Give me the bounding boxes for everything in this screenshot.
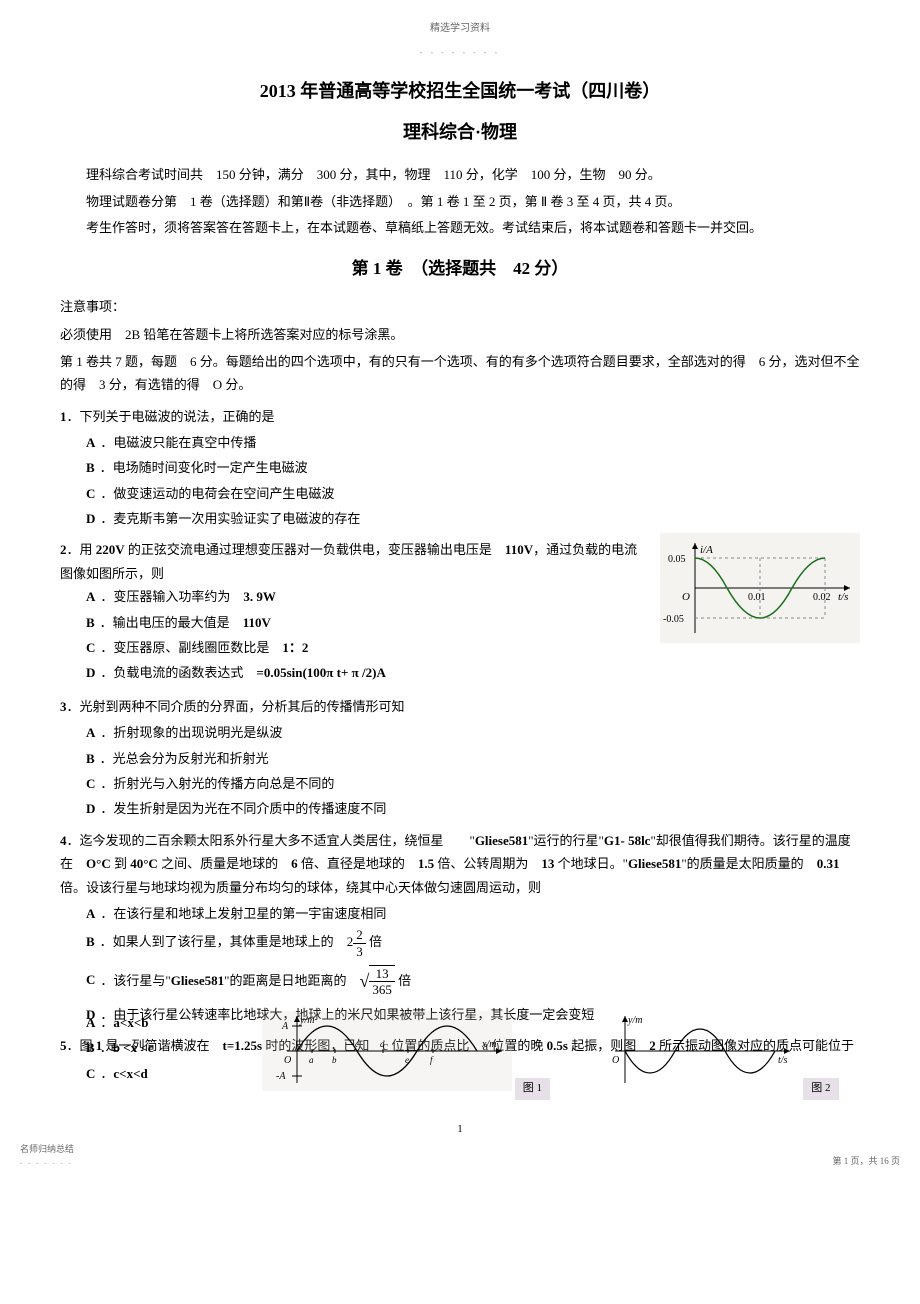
exam-subtitle: 理科综合·物理 bbox=[60, 116, 860, 148]
svg-text:y/m: y/m bbox=[299, 1015, 314, 1026]
svg-text:e: e bbox=[405, 1055, 409, 1065]
sqrt-content: 13365 bbox=[369, 965, 395, 998]
chart-ytick-neg: -0.05 bbox=[663, 614, 684, 625]
wave-figure-2: y/m O t/s bbox=[600, 1011, 800, 1091]
q5-option-c: C．c<x<d bbox=[86, 1062, 220, 1085]
svg-text:d: d bbox=[380, 1039, 385, 1049]
question-1: 1．下列关于电磁波的说法，正确的是 bbox=[60, 405, 860, 428]
q1-option-a: A．电磁波只能在真空中传播 bbox=[86, 431, 860, 454]
q1-option-c: C．做变速运动的电荷会在空间产生电磁波 bbox=[86, 482, 860, 505]
chart-ytick-pos: 0.05 bbox=[668, 554, 686, 565]
footer-right: 第 1 页，共 16 页 bbox=[832, 1153, 900, 1169]
intro-line-1: 理科综合考试时间共 150 分钟，满分 300 分，其中，物理 110 分，化学… bbox=[60, 163, 860, 186]
chart-xtick-2: 0.02 bbox=[813, 592, 831, 603]
q3-option-d: D．发生折射是因为光在不同介质中的传播速度不同 bbox=[86, 797, 860, 820]
footer-left: 名师归纳总结 - - - - - - - bbox=[20, 1141, 74, 1170]
intro-line-2: 物理试题卷分第 1 卷（选择题）和第Ⅱ卷（非选择题） 。第 1 卷 1 至 2 … bbox=[60, 190, 860, 213]
wave-figure-1: y/m A -A O a b c d e f x/m bbox=[262, 1011, 512, 1091]
chart-ylabel: i/A bbox=[700, 544, 713, 556]
q4-option-b: B．如果人到了该行星，其体重是地球上的 223 倍 bbox=[86, 927, 860, 959]
fraction-2-3: 23 bbox=[353, 927, 366, 959]
svg-text:b: b bbox=[332, 1055, 337, 1065]
chart-xtick-1: 0.01 bbox=[748, 592, 766, 603]
q3-option-a: A．折射现象的出现说明光是纵波 bbox=[86, 721, 860, 744]
svg-text:c: c bbox=[355, 1039, 359, 1049]
notice-item-2: 第 1 卷共 7 题，每题 6 分。每题给出的四个选项中，有的只有一个选项、有的… bbox=[60, 350, 860, 397]
chart-xlabel: t/s bbox=[838, 591, 848, 603]
notice-item-1: 必须使用 2B 铅笔在答题卡上将所选答案对应的标号涂黑。 bbox=[60, 323, 860, 346]
question-4: 4．迄今发现的二百余颗太阳系外行星大多不适宜人类居住，绕恒星 "Gliese58… bbox=[60, 829, 860, 899]
chart-origin: O bbox=[682, 591, 690, 603]
svg-text:x/m: x/m bbox=[481, 1039, 496, 1050]
svg-text:O: O bbox=[284, 1055, 291, 1066]
figure-2: y/m O t/s 图 2 bbox=[600, 1011, 839, 1100]
notice-title: 注意事项： bbox=[60, 295, 860, 318]
fig2-caption: 图 2 bbox=[803, 1078, 838, 1100]
q4-option-c: C．该行星与"Gliese581"的距离是日地距离的 √13365 倍 bbox=[86, 962, 860, 1002]
sqrt-symbol: √ bbox=[359, 971, 369, 991]
svg-text:O: O bbox=[612, 1055, 619, 1066]
figure-1: y/m A -A O a b c d e f x/m 图 1 bbox=[262, 1011, 551, 1100]
intro-line-3: 考生作答时，须将答案答在答题卡上，在本试题卷、草稿纸上答题无效。考试结束后，将本… bbox=[60, 216, 860, 239]
exam-title: 2013 年普通高等学校招生全国统一考试（四川卷） bbox=[60, 75, 860, 107]
page-number: 1 bbox=[60, 1120, 860, 1140]
svg-text:t/s: t/s bbox=[778, 1055, 788, 1066]
q1-option-b: B．电场随时间变化时一定产生电磁波 bbox=[86, 456, 860, 479]
header-dots: - - - - - - - - bbox=[60, 46, 860, 60]
question-3: 3．光射到两种不同介质的分界面，分析其后的传播情形可知 bbox=[60, 695, 860, 718]
header-category: 精选学习资料 bbox=[60, 20, 860, 38]
fig1-caption: 图 1 bbox=[515, 1078, 550, 1100]
q1-option-d: D．麦克斯韦第一次用实验证实了电磁波的存在 bbox=[86, 507, 860, 530]
svg-text:a: a bbox=[309, 1055, 314, 1065]
q2-chart: i/A 0.05 -0.05 O 0.01 0.02 t/s bbox=[660, 533, 860, 643]
q3-option-c: C．折射光与入射光的传播方向总是不同的 bbox=[86, 772, 860, 795]
svg-text:y/m: y/m bbox=[627, 1015, 642, 1026]
question-text-1: ．下列关于电磁波的说法，正确的是 bbox=[67, 409, 275, 424]
q4-option-a: A．在该行星和地球上发射卫星的第一宇宙速度相同 bbox=[86, 902, 860, 925]
q2-option-d: D．负载电流的函数表达式 =0.05sin(100π t+ π /2)A bbox=[86, 661, 860, 684]
question-text-3: ．光射到两种不同介质的分界面，分析其后的传播情形可知 bbox=[67, 699, 405, 714]
question-text-4: ．迄今发现的二百余颗太阳系外行星大多不适宜人类居住，绕恒星 "Gliese581… bbox=[60, 833, 851, 895]
question-2: i/A 0.05 -0.05 O 0.01 0.02 t/s 2．用 220V … bbox=[60, 538, 860, 686]
q3-option-b: B．光总会分为反射光和折射光 bbox=[86, 747, 860, 770]
svg-text:A: A bbox=[281, 1021, 289, 1032]
section-title: 第 1 卷 （选择题共 42 分） bbox=[60, 254, 860, 285]
sine-chart-svg: i/A 0.05 -0.05 O 0.01 0.02 t/s bbox=[660, 533, 860, 643]
svg-text:-A: -A bbox=[276, 1071, 286, 1082]
